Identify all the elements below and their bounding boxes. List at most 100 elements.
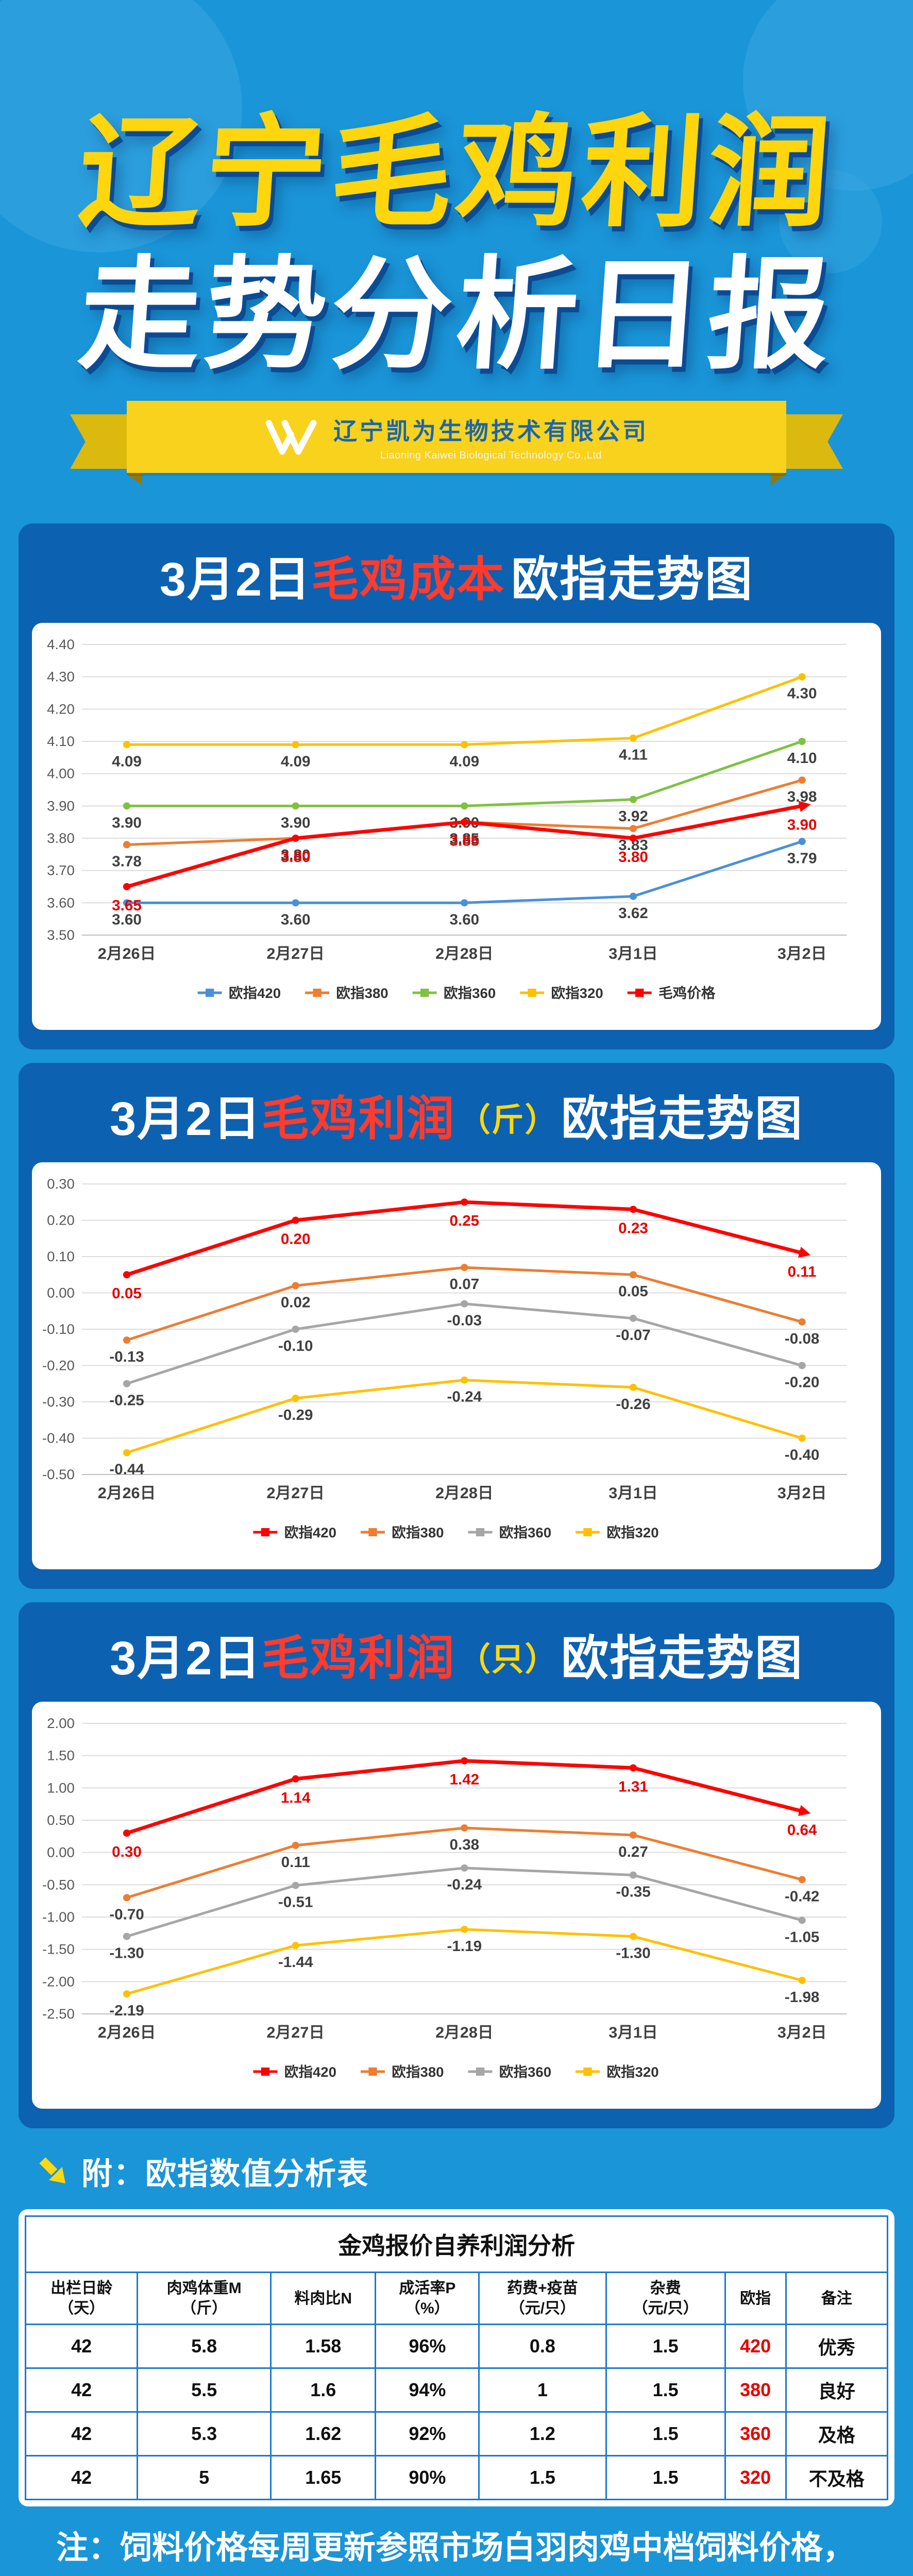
table-cell: 1.2 bbox=[478, 2411, 607, 2456]
legend-marker bbox=[476, 2067, 485, 2076]
data-point-label: 3.90 bbox=[281, 815, 311, 832]
profit-per-jin-panel: 3月2日毛鸡利润（斤）欧指走势图 0.30 0.20 0.10 0.00 -0.10 -0… bbox=[19, 1063, 894, 1589]
data-point bbox=[798, 1362, 806, 1369]
data-point-label: 0.64 bbox=[787, 1822, 817, 1839]
data-point bbox=[629, 734, 637, 742]
table-header-cell: 备注 bbox=[785, 2272, 889, 2325]
y-axis-label: 2.00 bbox=[47, 1715, 75, 1731]
data-point-label: 0.27 bbox=[618, 1843, 648, 1860]
table-cell: 1 bbox=[478, 2367, 607, 2413]
table-cell: 420 bbox=[724, 2324, 787, 2369]
data-point bbox=[123, 899, 131, 907]
table-cell: 1.65 bbox=[270, 2455, 377, 2500]
legend-label: 欧指320 bbox=[606, 2064, 658, 2080]
data-point bbox=[292, 1394, 299, 1402]
x-axis-label: 2月28日 bbox=[435, 1485, 493, 1502]
data-point bbox=[461, 818, 468, 826]
data-point-label: -0.24 bbox=[447, 1876, 482, 1893]
data-point-label: 3.60 bbox=[449, 911, 479, 928]
profit-per-bird-panel: 3月2日毛鸡利润（只）欧指走势图 2.00 1.50 1.00 0.50 0.00 -0.… bbox=[19, 1602, 894, 2128]
table-cell: 96% bbox=[375, 2324, 480, 2369]
legend-marker bbox=[583, 1528, 592, 1536]
data-point-label: -1.44 bbox=[278, 1954, 313, 1971]
table-cell: 42 bbox=[24, 2367, 139, 2413]
data-point-label: -0.35 bbox=[616, 1884, 651, 1901]
y-axis-label: -1.00 bbox=[42, 1909, 75, 1925]
table-cell: 5 bbox=[137, 2455, 272, 2500]
y-axis-label: -2.50 bbox=[42, 2006, 75, 2022]
data-point-label: 3.62 bbox=[618, 905, 648, 922]
data-point bbox=[461, 1300, 468, 1308]
data-point-label: 4.10 bbox=[787, 750, 817, 767]
legend-marker bbox=[368, 1528, 377, 1536]
company-name-en: Liaoning Kaiwei Biological Technology Co… bbox=[380, 449, 602, 461]
y-axis-label: 1.00 bbox=[47, 1780, 75, 1796]
profit-per-jin-chart-area: 0.30 0.20 0.10 0.00 -0.10 -0.20 -0.30 -0.40 -0.5… bbox=[32, 1162, 881, 1569]
x-axis-label: 2月27日 bbox=[266, 2024, 324, 2041]
data-point bbox=[292, 1942, 299, 1950]
table-header-cell: 成活率P （%） bbox=[375, 2272, 480, 2325]
data-point bbox=[461, 1264, 468, 1272]
data-point-label: -1.30 bbox=[109, 1945, 144, 1962]
legend-marker bbox=[420, 989, 429, 997]
legend-marker bbox=[261, 1528, 270, 1536]
data-point bbox=[629, 1764, 637, 1772]
y-axis-label: -0.40 bbox=[42, 1430, 75, 1446]
table-cell: 42 bbox=[24, 2411, 139, 2456]
data-point bbox=[123, 1449, 131, 1456]
table-cell: 1.58 bbox=[270, 2324, 377, 2369]
company-ribbon: 辽宁凯为生物技术有限公司 Liaoning Kaiwei Biological … bbox=[70, 398, 843, 486]
table-cell: 1.5 bbox=[605, 2411, 726, 2456]
data-point bbox=[461, 1376, 468, 1384]
data-point-label: 0.25 bbox=[449, 1213, 479, 1230]
data-point bbox=[798, 1434, 806, 1442]
data-point bbox=[123, 841, 131, 849]
data-point-label: 0.11 bbox=[281, 1854, 310, 1871]
y-axis-label: -0.50 bbox=[42, 1877, 75, 1893]
y-axis-label: -0.10 bbox=[42, 1321, 75, 1337]
data-point-label: 0.05 bbox=[618, 1283, 648, 1300]
profit-per-jin-chart: 0.30 0.20 0.10 0.00 -0.10 -0.20 -0.30 -0.40 -0.5… bbox=[42, 1176, 847, 1540]
chart-title-prefix: 3月2日 bbox=[109, 1093, 262, 1145]
legend-marker bbox=[205, 989, 214, 997]
y-axis-label: -1.50 bbox=[42, 1941, 75, 1957]
ribbon-fold-right bbox=[771, 473, 787, 486]
y-axis-label: 3.80 bbox=[47, 830, 75, 846]
y-axis-label: -0.50 bbox=[42, 1466, 75, 1482]
data-point-label: 3.79 bbox=[787, 850, 817, 867]
table-cell: 1.5 bbox=[605, 2455, 726, 2500]
table-header-cell: 料肉比N bbox=[270, 2272, 377, 2325]
table-cell: 5.3 bbox=[137, 2411, 272, 2456]
data-point-label: 3.80 bbox=[618, 849, 648, 866]
data-point-label: 3.90 bbox=[112, 815, 142, 832]
data-point-label: -1.05 bbox=[785, 1929, 820, 1946]
data-point bbox=[798, 838, 806, 845]
cost-index-chart: 4.40 4.30 4.20 4.10 4.00 3.90 3.80 3.70 3.60 3.50… bbox=[47, 636, 847, 1001]
legend-label: 欧指320 bbox=[551, 985, 603, 1001]
data-point-label: -1.30 bbox=[616, 1945, 651, 1962]
y-axis-label: 0.50 bbox=[47, 1812, 75, 1828]
main-title-line2: 走势分析日报 bbox=[74, 247, 839, 384]
table-header-row: 出栏日龄 （天） 肉鸡体重M （斤） 料肉比N 成活率P （%） 药费+疫苗 （元/只） 杂费 （元… bbox=[24, 2272, 889, 2325]
data-point bbox=[798, 673, 806, 681]
y-axis-label: 3.60 bbox=[47, 895, 75, 911]
profit-per-jin-title: 3月2日毛鸡利润（斤）欧指走势图 bbox=[32, 1080, 881, 1149]
data-point-label: 3.85 bbox=[449, 831, 479, 848]
table-row: 42 5.3 1.62 92% 1.2 1.5 360 及格 bbox=[24, 2411, 889, 2456]
table-header-cell: 肉鸡体重M （斤） bbox=[137, 2272, 272, 2325]
x-axis-label: 2月28日 bbox=[435, 2024, 493, 2041]
legend-marker bbox=[583, 2067, 592, 2076]
data-point-label: 3.78 bbox=[112, 853, 142, 870]
data-point-label: -0.07 bbox=[616, 1327, 651, 1344]
legend-marker bbox=[476, 1528, 485, 1536]
data-point bbox=[292, 1282, 299, 1290]
y-axis-label: 4.30 bbox=[47, 669, 75, 685]
table-header-cell: 欧指 bbox=[724, 2272, 787, 2325]
data-point bbox=[629, 1271, 637, 1279]
y-axis-label: 0.20 bbox=[47, 1212, 75, 1228]
data-point-label: 1.14 bbox=[281, 1789, 311, 1806]
data-point bbox=[123, 1380, 131, 1387]
chart-title-highlight: 毛鸡利润 bbox=[261, 1632, 455, 1685]
y-axis-label: 3.70 bbox=[47, 862, 75, 878]
